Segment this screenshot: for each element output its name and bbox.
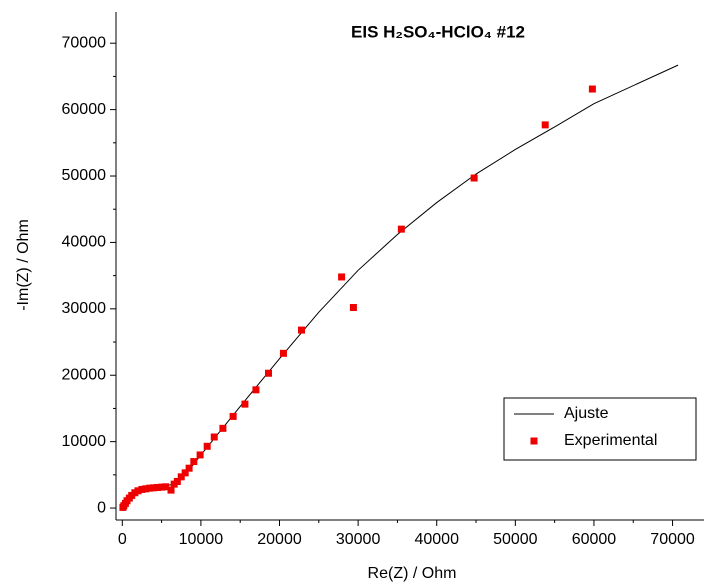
data-point <box>190 458 198 466</box>
chart-title: EIS H₂SO₄-HClO₄ #12 <box>351 22 525 41</box>
data-point <box>265 369 273 377</box>
data-point <box>349 304 357 312</box>
data-point <box>470 174 478 182</box>
legend-label: Experimental <box>564 432 657 449</box>
x-tick-label: 30000 <box>336 531 381 548</box>
data-point <box>177 473 185 481</box>
x-tick-label: 40000 <box>414 531 459 548</box>
x-tick-label: 70000 <box>650 531 695 548</box>
x-tick-label: 50000 <box>493 531 538 548</box>
y-tick-label: 60000 <box>62 101 107 118</box>
y-tick-label: 0 <box>97 499 106 516</box>
data-point <box>146 484 154 492</box>
data-point <box>219 424 227 432</box>
data-point <box>338 273 346 281</box>
data-point <box>158 483 166 491</box>
data-point <box>298 326 306 334</box>
data-point <box>181 469 189 477</box>
data-point <box>167 486 175 494</box>
legend-box <box>503 397 697 461</box>
x-tick-label: 60000 <box>572 531 617 548</box>
x-axis-label: Re(Z) / Ohm <box>368 565 457 582</box>
legend-marker <box>530 437 538 445</box>
data-point <box>203 442 211 450</box>
data-point <box>397 225 405 233</box>
data-point <box>229 412 237 420</box>
data-point <box>142 485 150 493</box>
y-axis-label: -Im(Z) / Ohm <box>15 219 32 311</box>
y-tick-label: 30000 <box>62 300 107 317</box>
y-tick-label: 10000 <box>62 433 107 450</box>
data-point <box>279 349 287 357</box>
data-point <box>185 464 193 472</box>
data-point <box>541 121 549 129</box>
x-tick-label: 0 <box>118 531 127 548</box>
data-point <box>150 484 158 492</box>
y-tick-label: 20000 <box>62 366 107 383</box>
y-tick-label: 40000 <box>62 234 107 251</box>
x-tick-label: 20000 <box>257 531 302 548</box>
data-point <box>588 85 596 93</box>
data-point <box>196 451 204 459</box>
data-point <box>162 483 170 491</box>
legend-label: Ajuste <box>564 405 609 422</box>
data-point <box>134 487 142 495</box>
y-tick-label: 70000 <box>62 34 107 51</box>
data-point <box>173 477 181 485</box>
data-point <box>138 485 146 493</box>
x-tick-label: 10000 <box>179 531 224 548</box>
data-point <box>241 400 249 408</box>
data-point <box>210 433 218 441</box>
data-point <box>154 483 162 491</box>
data-point <box>252 386 260 394</box>
y-tick-label: 50000 <box>62 167 107 184</box>
